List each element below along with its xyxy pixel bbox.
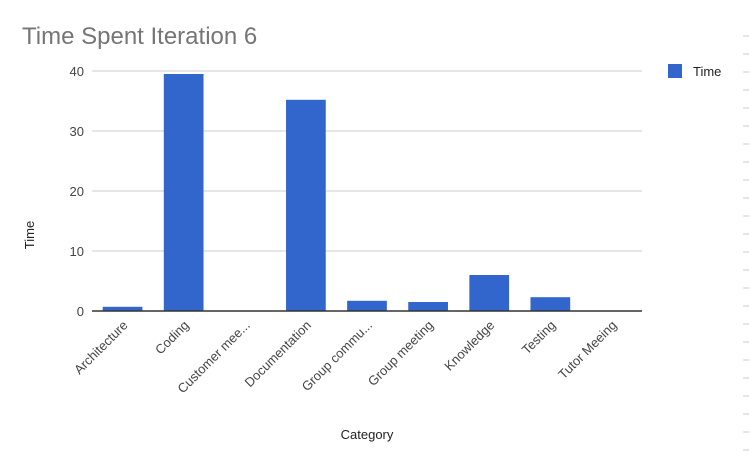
y-tick-label: 10 [70,244,84,259]
y-tick-label: 0 [77,304,84,319]
x-tick-label: Knowledge [441,318,497,374]
x-tick-label: Testing [519,318,559,358]
x-tick-label: Tutor Meeing [555,318,619,382]
bar [347,300,387,311]
bar [286,99,326,311]
bar [102,306,143,311]
x-tick-label: Coding [152,318,192,358]
chart-title: Time Spent Iteration 6 [22,23,257,50]
x-tick-label: Group meeting [365,318,436,389]
legend-label: Time [693,64,721,79]
y-tick-label: 40 [70,64,84,79]
x-tick-label: Architecture [71,318,131,378]
edge-dashes [743,35,749,451]
y-tick-label: 20 [70,184,84,199]
y-tick-label: 30 [70,124,84,139]
y-axis-label: Time [22,221,37,249]
legend: Time [668,64,721,79]
bar [530,297,571,311]
bars [102,74,571,311]
x-axis-label: Category [341,427,394,442]
bar [163,74,204,311]
bar [469,275,510,311]
y-tick-labels: 0 10 20 30 40 [70,64,84,319]
bar [408,302,448,311]
legend-swatch [668,64,682,78]
